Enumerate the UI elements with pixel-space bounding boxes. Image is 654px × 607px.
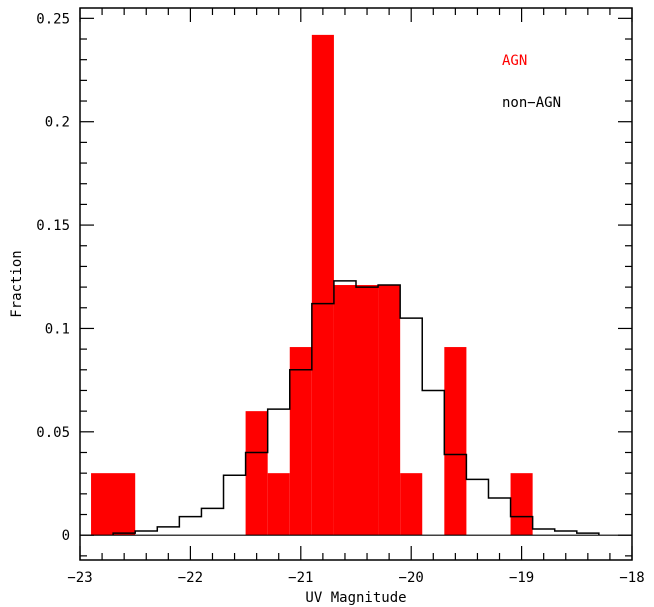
x-tick-label: −23 — [67, 570, 92, 586]
agn-bar-2 — [267, 473, 290, 536]
agn-bar-4 — [311, 34, 334, 536]
agn-bar-9 — [444, 347, 467, 536]
agn-bar-7 — [378, 285, 401, 536]
agn-bar-10 — [510, 473, 533, 536]
agn-bar-0 — [91, 473, 136, 536]
y-tick-label: 0 — [62, 528, 70, 544]
legend-non-agn: non−AGN — [502, 95, 561, 111]
y-tick-label: 0.1 — [45, 321, 70, 337]
axis-ticks — [79, 8, 633, 560]
x-tick-label: −18 — [619, 570, 644, 586]
agn-bars — [91, 34, 533, 536]
agn-bar-5 — [333, 285, 356, 536]
y-tick-labels: 0 0.05 0.1 0.15 0.2 0.25 — [36, 11, 70, 544]
y-tick-label: 0.15 — [36, 218, 70, 234]
y-tick-label: 0.05 — [36, 425, 70, 441]
x-tick-label: −19 — [509, 570, 534, 586]
y-axis-label: Fraction — [9, 250, 25, 317]
legend-agn: AGN — [502, 53, 527, 69]
x-tick-labels: −23 −22 −21 −20 −19 −18 — [67, 570, 644, 586]
x-tick-label: −21 — [288, 570, 313, 586]
agn-bar-3 — [289, 347, 312, 536]
agn-bar-6 — [356, 285, 379, 536]
non-agn-step-line — [112, 280, 600, 536]
x-tick-label: −22 — [178, 570, 203, 586]
agn-bar-1 — [245, 411, 268, 536]
x-tick-label: −20 — [399, 570, 424, 586]
y-tick-label: 0.2 — [45, 115, 70, 131]
plot-frame — [79, 7, 633, 561]
y-tick-label: 0.25 — [36, 11, 70, 27]
x-axis-label: UV Magnitude — [305, 590, 406, 606]
agn-bar-8 — [400, 473, 423, 536]
